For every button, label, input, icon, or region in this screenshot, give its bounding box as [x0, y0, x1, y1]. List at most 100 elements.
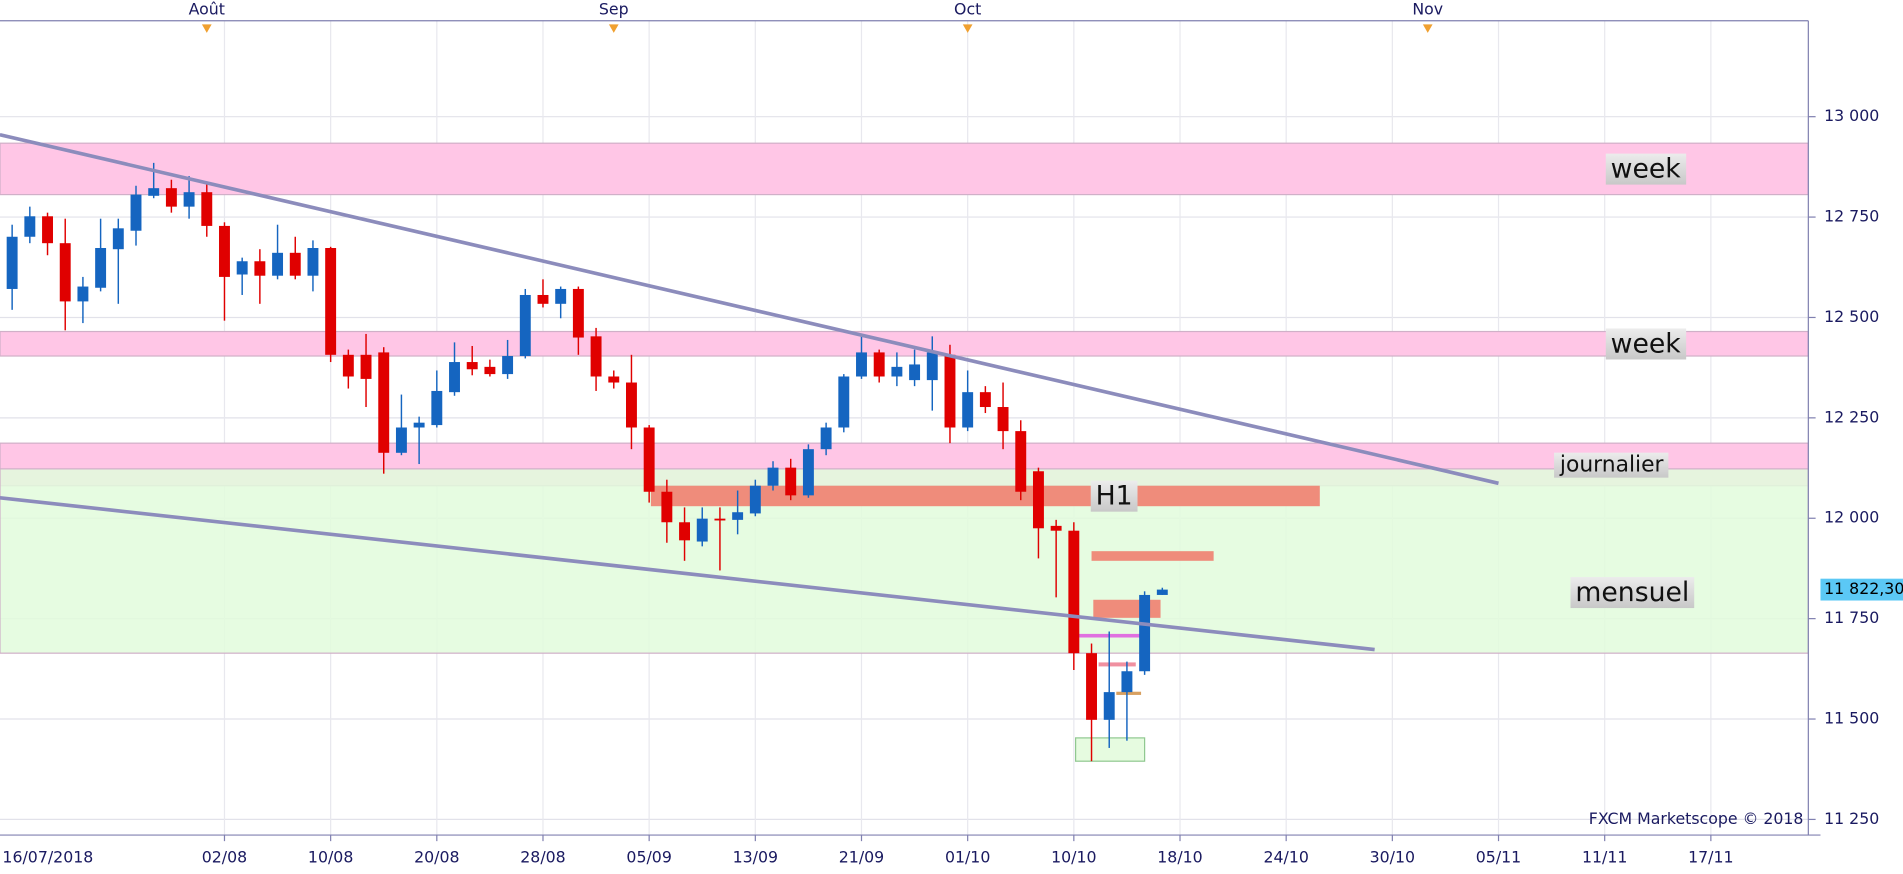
candle-body: [732, 512, 744, 520]
candle-body: [484, 366, 496, 375]
candle-body: [891, 366, 903, 377]
candle-body: [997, 407, 1009, 432]
candle-body: [909, 364, 921, 381]
y-tick-label: 12 750: [1824, 207, 1879, 226]
x-tick-label: 10/10: [1051, 848, 1096, 867]
candle-body: [325, 248, 337, 355]
zone-label-box: [1554, 452, 1669, 478]
y-tick-label: 13 000: [1824, 106, 1879, 125]
candle-body: [183, 192, 195, 207]
month-marker: [1422, 24, 1433, 33]
zone-label: journalier: [1559, 453, 1664, 478]
candle-body: [519, 294, 531, 357]
candle-body: [1015, 431, 1027, 492]
candle-body: [395, 427, 407, 453]
candle-body: [608, 376, 620, 383]
candle-body: [979, 392, 991, 408]
zone-label-box: [1090, 480, 1138, 512]
month-marker: [608, 24, 619, 33]
zone-labels: week week journalier mensuel H1: [1090, 153, 1695, 609]
zone: [1091, 551, 1214, 561]
candle-body: [77, 286, 89, 302]
x-tick-label: 02/08: [202, 848, 247, 867]
candle-body: [95, 248, 107, 288]
candle-body: [112, 228, 124, 250]
zone: [1093, 599, 1161, 618]
last-price-box: [1820, 578, 1903, 601]
candle-body: [1156, 589, 1168, 595]
candle-body: [59, 243, 71, 302]
candle-body: [802, 449, 814, 496]
candle-body: [502, 356, 514, 375]
candle-body: [856, 352, 867, 377]
candle-body: [201, 192, 213, 226]
candle-body: [625, 382, 637, 428]
candle-body: [1121, 671, 1133, 693]
x-tick-label: 05/11: [1476, 848, 1521, 867]
zone: [1098, 662, 1136, 667]
x-tick-label: 28/08: [520, 848, 565, 867]
zones: [0, 142, 1809, 762]
zone-label: mensuel: [1575, 577, 1689, 608]
candle-body: [307, 248, 319, 276]
x-tick-label: 01/10: [945, 848, 990, 867]
zone: [0, 142, 1809, 196]
zone-label-box: [1605, 153, 1687, 185]
candle-body: [219, 225, 230, 277]
x-tick-label: 17/11: [1688, 848, 1733, 867]
x-tick-label: 10/08: [308, 848, 353, 867]
candle-body: [1032, 471, 1044, 529]
x-tick-label: 18/10: [1157, 848, 1202, 867]
candle-body: [926, 352, 938, 381]
month-label: Nov: [1412, 0, 1443, 18]
zone-label: H1: [1096, 481, 1133, 512]
candle-body: [254, 261, 266, 276]
candle-body: [1139, 594, 1151, 672]
candle-body: [661, 491, 673, 523]
zone-label-box: [1605, 328, 1687, 360]
candle-body: [360, 354, 372, 379]
candle-body: [643, 427, 655, 492]
candle-body: [962, 392, 974, 428]
zone: [1074, 737, 1146, 762]
candle-body: [767, 467, 779, 486]
trend-line: [0, 495, 1375, 652]
candle-body: [1068, 530, 1080, 654]
zone-label-box: [1570, 577, 1695, 609]
candle-body: [679, 522, 691, 541]
candle-body: [820, 427, 832, 450]
candle-body: [342, 354, 354, 377]
candles: [6, 162, 1168, 762]
candle-body: [696, 518, 708, 542]
candle-body: [165, 188, 177, 207]
candle-body: [24, 216, 36, 237]
candle-body: [289, 252, 301, 276]
candle-body: [572, 288, 584, 338]
x-tick-label: 20/08: [414, 848, 459, 867]
zone-label: week: [1611, 154, 1682, 185]
y-tick-label: 11 500: [1824, 709, 1879, 728]
month-marker: [201, 24, 212, 33]
y-tick-label: 12 500: [1824, 307, 1879, 326]
candle-body: [590, 336, 602, 377]
credit: FXCM Marketscope © 2018: [1589, 809, 1804, 828]
candle-body: [1050, 525, 1062, 531]
x-tick-label: 13/09: [733, 848, 778, 867]
candle-body: [944, 354, 956, 428]
month-label: Août: [189, 0, 225, 18]
y-tick-label: 11 250: [1824, 809, 1879, 828]
x-tick-label: 30/10: [1370, 848, 1415, 867]
candle-body: [236, 261, 248, 275]
candle-body: [148, 188, 160, 196]
candle-body: [466, 362, 478, 370]
trend-lines: [0, 132, 1499, 652]
trend-line: [0, 132, 1499, 486]
month-marker: [962, 24, 973, 33]
x-tick-label: 11/11: [1582, 848, 1627, 867]
candle-body: [873, 352, 885, 377]
candle-body: [785, 467, 797, 496]
